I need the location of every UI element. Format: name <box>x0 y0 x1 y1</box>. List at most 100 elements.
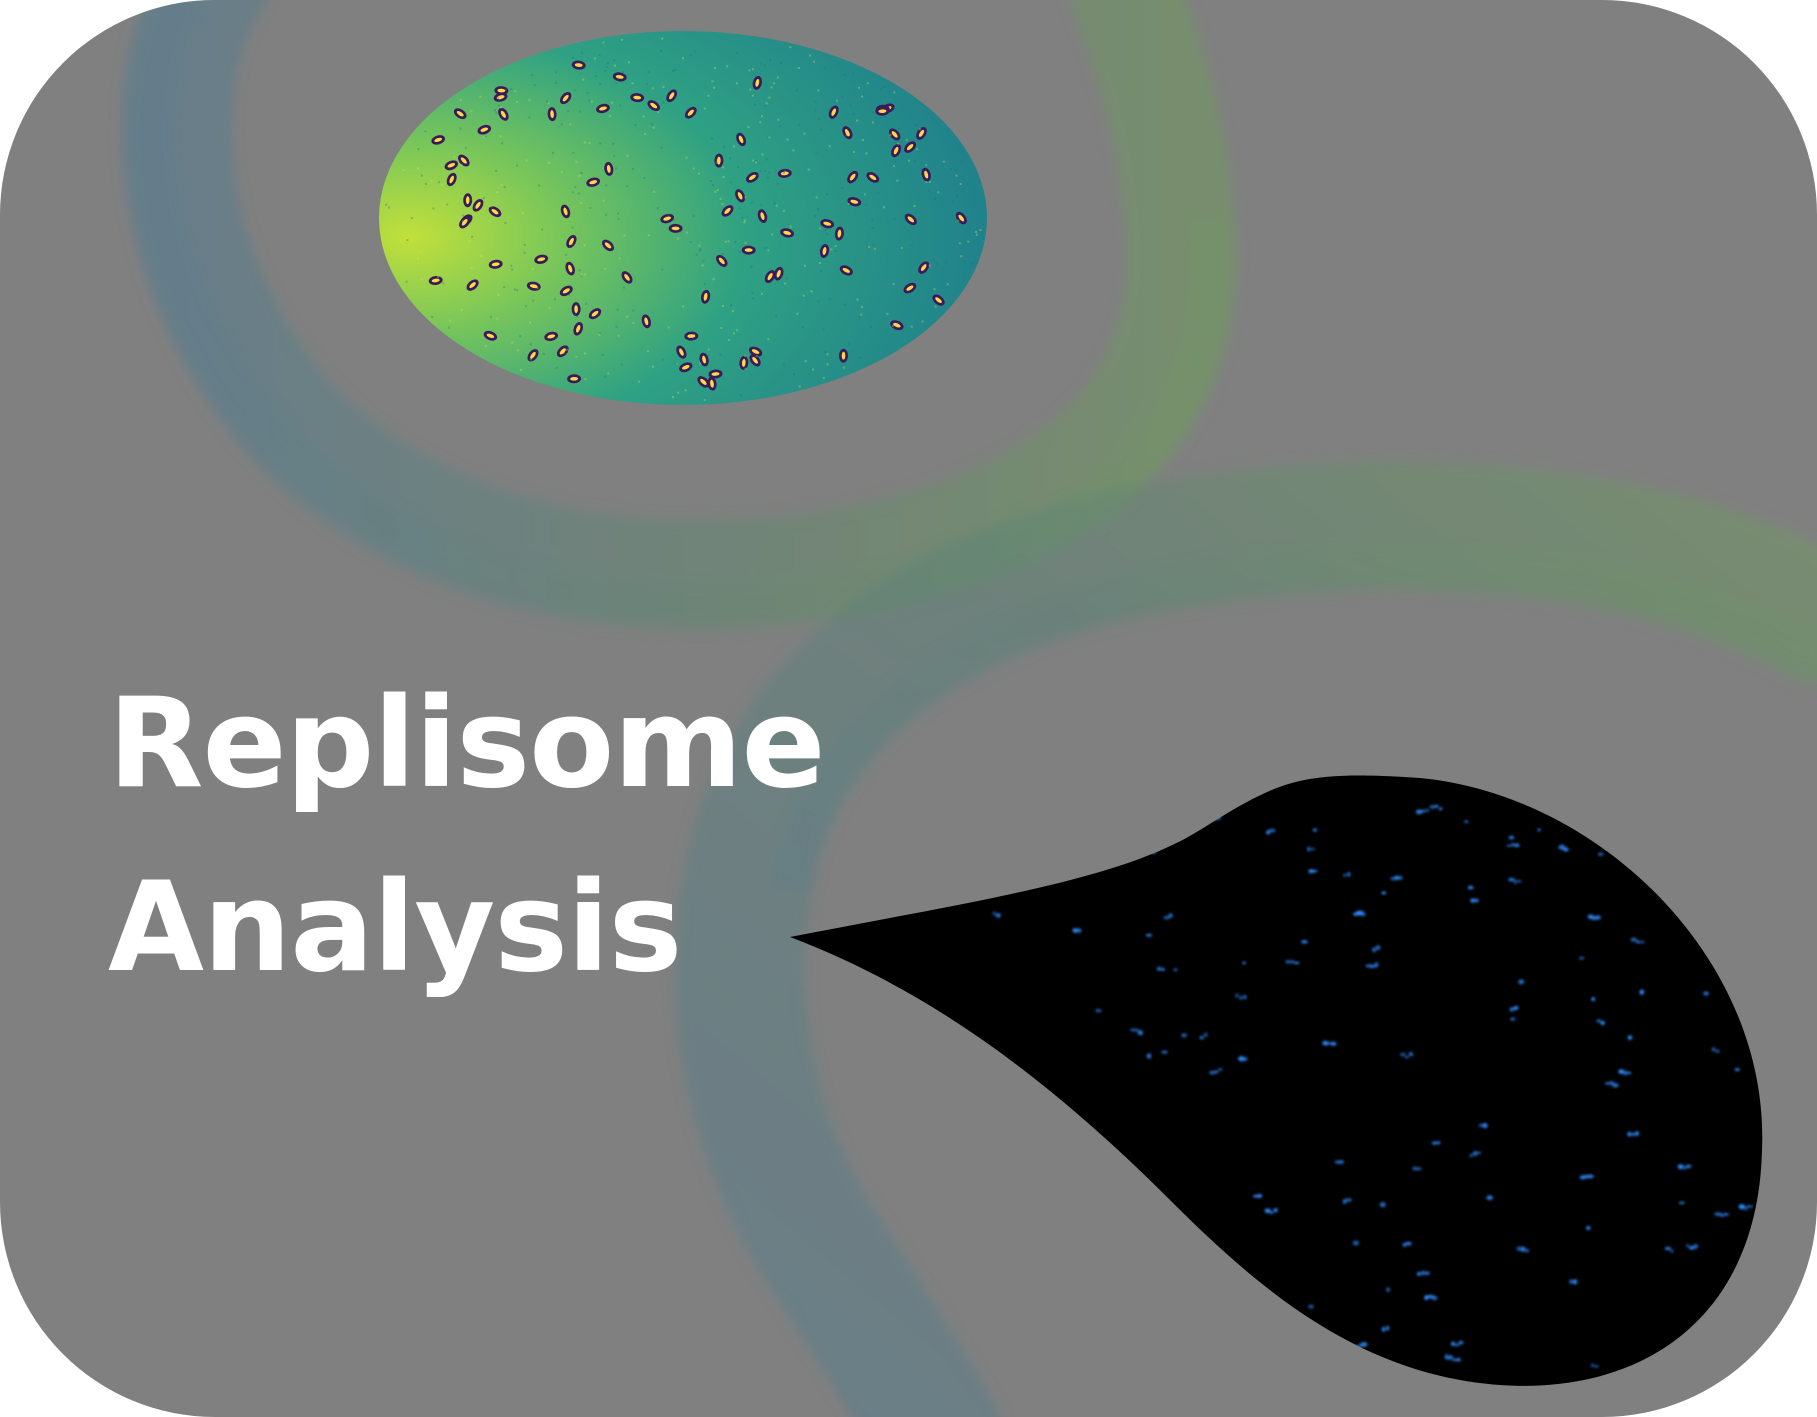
fluorescent-focus <box>1386 1287 1390 1292</box>
noise-speck <box>892 165 895 168</box>
noise-speck <box>646 83 649 86</box>
noise-speck <box>751 291 754 294</box>
noise-speck <box>554 298 556 301</box>
noise-speck <box>703 282 706 285</box>
bacterial-cell <box>875 106 890 116</box>
noise-speck <box>712 184 715 187</box>
fluorescent-focus <box>1266 828 1276 835</box>
noise-speck <box>638 380 641 383</box>
noise-speck <box>818 262 821 264</box>
noise-speck <box>642 115 645 118</box>
noise-speck <box>736 51 738 54</box>
noise-speck <box>722 305 724 307</box>
noise-speck <box>500 183 503 186</box>
noise-speck <box>736 329 739 332</box>
noise-speck <box>848 343 851 345</box>
noise-speck <box>438 181 441 184</box>
noise-speck <box>937 191 940 194</box>
fluorescent-focus <box>1591 1363 1599 1368</box>
noise-speck <box>724 240 727 243</box>
noise-speck <box>675 362 678 365</box>
noise-speck <box>602 41 605 44</box>
noise-speck <box>529 358 532 361</box>
fluorescent-focus <box>1412 1166 1422 1171</box>
fluorescent-focus <box>1145 933 1153 937</box>
noise-speck <box>780 62 783 65</box>
noise-speck <box>905 139 908 142</box>
noise-speck <box>925 164 928 167</box>
noise-speck <box>759 121 762 124</box>
noise-speck <box>818 117 820 120</box>
noise-speck <box>471 235 474 238</box>
noise-speck <box>928 181 931 184</box>
fluorescent-focus <box>1107 1191 1115 1195</box>
fluorescent-focus <box>1711 1047 1720 1053</box>
fluorescent-focus <box>1630 937 1645 944</box>
noise-speck <box>740 394 742 397</box>
fluorescent-focus <box>1587 914 1601 921</box>
bacterial-cell <box>466 279 479 291</box>
noise-speck <box>442 282 445 285</box>
noise-speck <box>703 107 706 110</box>
noise-speck <box>824 351 826 354</box>
fluorescent-focus <box>1238 1056 1248 1062</box>
noise-speck <box>750 201 753 204</box>
noise-speck <box>755 161 757 164</box>
noise-speck <box>497 96 500 99</box>
fluorescent-focus <box>1664 1246 1674 1253</box>
noise-speck <box>749 88 752 91</box>
noise-speck <box>555 81 558 84</box>
noise-speck <box>703 398 706 401</box>
noise-speck <box>560 170 563 173</box>
noise-speck <box>673 219 676 222</box>
noise-speck <box>671 396 674 398</box>
bacterial-cell <box>679 362 693 373</box>
noise-speck <box>601 354 604 357</box>
noise-speck <box>852 112 855 115</box>
noise-speck <box>798 123 801 126</box>
noise-speck <box>662 101 665 104</box>
noise-speck <box>752 159 755 162</box>
noise-speck <box>786 138 789 141</box>
noise-speck <box>796 312 799 315</box>
noise-speck <box>741 216 743 219</box>
noise-speck <box>484 344 487 347</box>
fluorescent-focus <box>1151 848 1157 854</box>
noise-speck <box>934 305 937 308</box>
bacterial-cell <box>847 170 859 184</box>
noise-speck <box>841 96 844 99</box>
noise-speck <box>516 164 518 167</box>
brightfield-cells-image <box>379 31 987 405</box>
noise-speck <box>756 174 759 177</box>
bacterial-cell <box>764 270 776 284</box>
noise-speck <box>765 158 768 161</box>
noise-speck <box>562 351 565 354</box>
fluorescent-focus <box>992 911 1001 918</box>
bacterial-cell <box>716 254 728 267</box>
fluorescent-focus <box>995 865 1003 869</box>
bacterial-cell <box>604 161 614 176</box>
fluorescent-focus <box>1537 828 1541 832</box>
noise-speck <box>946 283 949 286</box>
bacterial-cell <box>483 330 498 341</box>
fluorescent-focus <box>1738 1204 1754 1211</box>
bacterial-cell <box>556 345 569 358</box>
noise-speck <box>385 203 388 206</box>
noise-speck <box>604 375 607 378</box>
noise-speck <box>651 87 654 90</box>
noise-speck <box>862 93 865 96</box>
noise-speck <box>819 227 822 230</box>
noise-speck <box>574 89 577 92</box>
noise-speck <box>660 146 663 149</box>
fluorescent-focus <box>1639 989 1645 995</box>
noise-speck <box>845 134 848 137</box>
noise-speck <box>698 172 700 175</box>
noise-speck <box>598 332 601 335</box>
noise-speck <box>769 59 772 62</box>
noise-speck <box>967 240 970 243</box>
bacterial-cell <box>431 135 446 145</box>
fluorescent-focus <box>1591 997 1596 1001</box>
noise-speck <box>892 282 895 285</box>
fluorescent-focus <box>1722 1360 1734 1368</box>
noise-speck <box>815 151 818 154</box>
